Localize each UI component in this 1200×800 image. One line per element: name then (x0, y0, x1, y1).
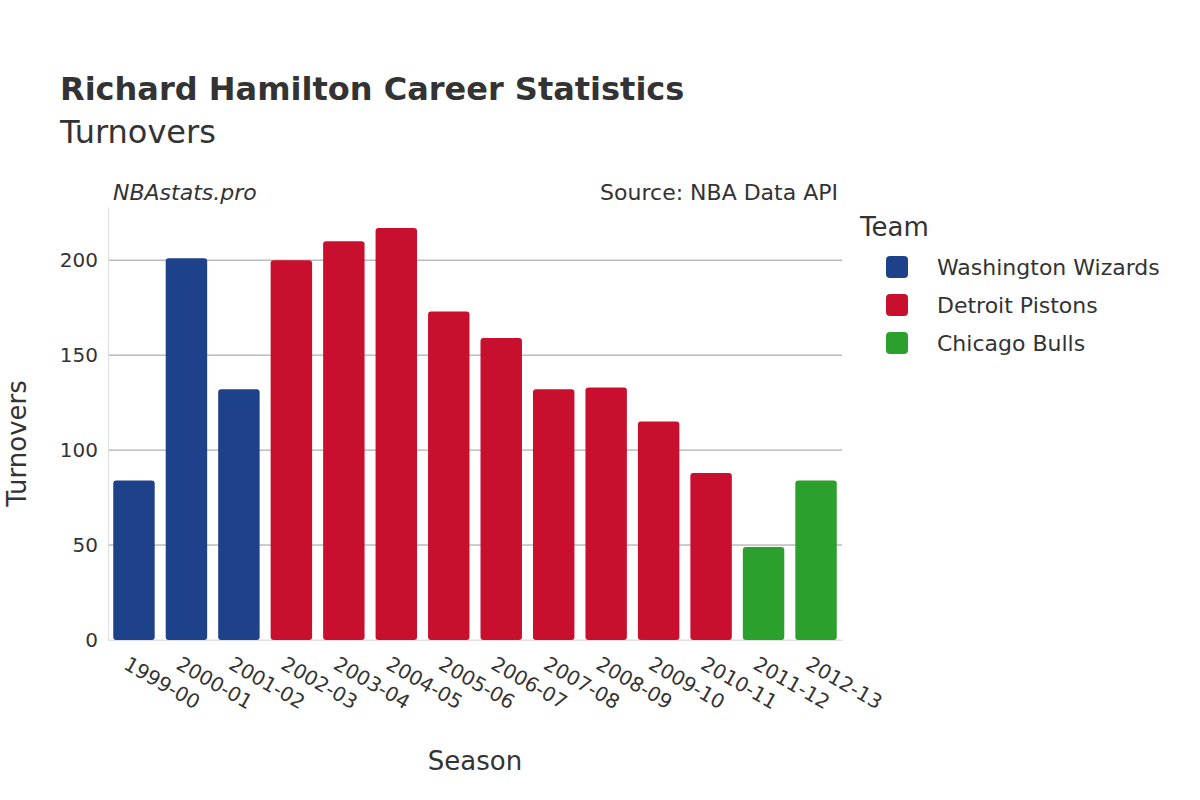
y-axis-title: Turnovers (2, 380, 32, 508)
bar (271, 260, 312, 640)
bar (690, 473, 731, 640)
x-axis: 1999-002000-012001-022002-032003-042004-… (109, 640, 887, 714)
grid-line (108, 450, 842, 451)
bar (113, 480, 154, 640)
bar (638, 422, 679, 640)
legend-swatch (886, 256, 908, 278)
legend-title: Team (859, 212, 929, 242)
grid (108, 260, 842, 640)
grid-line (108, 545, 842, 546)
bar (428, 311, 469, 640)
legend-label: Chicago Bulls (937, 331, 1085, 356)
bars (113, 228, 837, 640)
chart: Richard Hamilton Career Statistics Turnov… (0, 0, 1200, 800)
bar (218, 389, 259, 640)
grid-line (108, 640, 842, 641)
tick-label: 2012-13 (802, 652, 886, 715)
x-axis-title: Season (428, 746, 522, 776)
y-axis: 0 50 100 150 200 (60, 208, 109, 652)
bar (323, 241, 364, 640)
tick: 2012-13 (802, 640, 886, 714)
tick-label: 150 (60, 343, 98, 367)
tick: 200 (60, 248, 108, 272)
subtitle: Turnovers (59, 113, 216, 151)
legend-swatch (886, 332, 908, 354)
tick-label: 100 (60, 438, 98, 462)
tick: 0 (85, 628, 108, 652)
axis-line (109, 640, 843, 641)
bar (743, 547, 784, 640)
legend: Team Washington Wizards Detroit Pistons Chi… (859, 212, 1160, 356)
annotation: Source: NBA Data API (600, 180, 838, 205)
axis-line (108, 208, 109, 641)
bar (376, 228, 417, 640)
bar (585, 387, 626, 640)
tick: 150 (60, 343, 108, 367)
tick: 100 (60, 438, 108, 462)
annotation: NBAstats.pro (113, 180, 257, 205)
tick-label: 200 (60, 248, 98, 272)
bar (166, 258, 207, 640)
legend-label: Detroit Pistons (937, 293, 1098, 318)
legend-label: Washington Wizards (937, 255, 1160, 280)
bar (481, 338, 522, 640)
title: Richard Hamilton Career Statistics (60, 70, 684, 108)
grid-line (108, 355, 842, 356)
bar (533, 389, 574, 640)
grid-line (108, 260, 842, 261)
tick-label: 0 (85, 628, 98, 652)
bar (795, 480, 836, 640)
tick-label: 50 (73, 533, 98, 557)
legend-swatch (886, 294, 908, 316)
tick: 50 (73, 533, 108, 557)
